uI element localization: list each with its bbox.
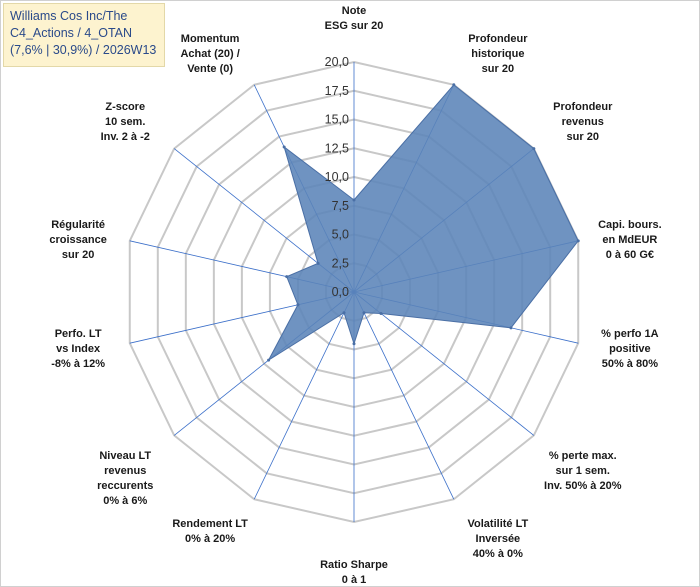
category-label-4-line-2: 50% à 80% bbox=[602, 358, 658, 370]
data-point-12 bbox=[316, 261, 320, 265]
category-label-2-line-1: revenus bbox=[562, 116, 604, 128]
category-label-5-line-2: Inv. 50% à 20% bbox=[544, 480, 622, 492]
category-label-0: Note ESG sur 20 bbox=[325, 5, 384, 32]
category-label-13: Momentum Achat (20) / Vente (0) bbox=[180, 33, 239, 75]
title-line-3: (7,6% | 30,9%) / 2026W13 bbox=[10, 43, 157, 57]
chart-title-box: Williams Cos Inc/The C4_Actions / 4_OTAN… bbox=[3, 3, 165, 67]
category-label-6-line-1: Inversée bbox=[476, 533, 521, 545]
category-label-6-line-2: 40% à 0% bbox=[473, 548, 523, 560]
category-label-1-line-1: historique bbox=[471, 48, 524, 60]
category-label-10: Perfo. LT vs Index -8% à 12% bbox=[51, 328, 105, 370]
category-label-5-line-0: % perte max. bbox=[549, 450, 617, 462]
data-point-5 bbox=[379, 312, 383, 316]
tick-label-5: 12,5 bbox=[325, 141, 349, 155]
category-label-7-line-0: Ratio Sharpe bbox=[320, 559, 388, 571]
category-label-6: Volatilité LT Inversée 40% à 0% bbox=[468, 518, 529, 560]
category-label-9-line-3: 0% à 6% bbox=[103, 495, 147, 507]
category-label-11-line-0: Régularité bbox=[51, 219, 105, 231]
category-label-8: Rendement LT 0% à 20% bbox=[172, 518, 248, 545]
data-point-3 bbox=[576, 239, 580, 243]
spoke-5 bbox=[353, 291, 535, 436]
category-label-12-line-1: 10 sem. bbox=[105, 116, 145, 128]
tick-label-6: 15,0 bbox=[325, 113, 349, 127]
category-label-3-line-2: 0 à 60 G€ bbox=[606, 249, 654, 261]
tick-label-1: 2,5 bbox=[332, 256, 349, 270]
category-label-7-line-1: 0 à 1 bbox=[342, 574, 366, 586]
category-label-7: Ratio Sharpe 0 à 1 bbox=[320, 559, 388, 586]
category-label-5: % perte max. sur 1 sem. Inv. 50% à 20% bbox=[544, 450, 622, 492]
tick-label-7: 17,5 bbox=[325, 84, 349, 98]
data-point-11 bbox=[285, 275, 289, 279]
data-point-0 bbox=[352, 198, 356, 202]
data-series-area bbox=[267, 84, 579, 362]
category-label-13-line-1: Achat (20) / bbox=[180, 48, 239, 60]
category-label-9: Niveau LT revenus reccurents 0% à 6% bbox=[97, 450, 153, 507]
data-point-8 bbox=[342, 311, 346, 315]
category-label-13-line-2: Vente (0) bbox=[187, 63, 233, 75]
data-point-2 bbox=[532, 147, 536, 151]
spoke-6 bbox=[353, 291, 455, 500]
category-label-12-line-0: Z-score bbox=[105, 101, 145, 113]
data-point-7 bbox=[352, 342, 356, 346]
category-label-9-line-0: Niveau LT bbox=[99, 450, 151, 462]
tick-label-2: 5,0 bbox=[332, 228, 349, 242]
category-label-10-line-1: vs Index bbox=[56, 343, 101, 355]
category-label-4-line-0: % perfo 1A bbox=[601, 328, 659, 340]
category-label-2-line-2: sur 20 bbox=[567, 131, 599, 143]
data-point-13 bbox=[282, 145, 286, 149]
category-label-2-line-0: Profondeur bbox=[553, 101, 613, 113]
category-label-4-line-1: positive bbox=[609, 343, 651, 355]
category-label-12-line-2: Inv. 2 à -2 bbox=[101, 131, 150, 143]
category-label-10-line-2: -8% à 12% bbox=[51, 358, 105, 370]
category-label-3: Capi. bours. en MdEUR 0 à 60 G€ bbox=[598, 219, 662, 261]
category-label-3-line-1: en MdEUR bbox=[602, 234, 657, 246]
category-label-11: Régularité croissance sur 20 bbox=[49, 219, 106, 261]
data-point-9 bbox=[267, 358, 271, 362]
data-point-10 bbox=[296, 303, 300, 307]
data-point-1 bbox=[452, 83, 456, 87]
category-label-9-line-1: revenus bbox=[104, 465, 146, 477]
category-label-5-line-1: sur 1 sem. bbox=[556, 465, 610, 477]
spoke-8 bbox=[253, 291, 355, 500]
tick-label-3: 7,5 bbox=[332, 199, 349, 213]
title-line-2: C4_Actions / 4_OTAN bbox=[10, 26, 133, 40]
category-label-8-line-1: 0% à 20% bbox=[185, 533, 235, 545]
category-label-1-line-0: Profondeur bbox=[468, 33, 528, 45]
category-label-13-line-0: Momentum bbox=[181, 33, 240, 45]
category-label-12: Z-score 10 sem. Inv. 2 à -2 bbox=[101, 101, 150, 143]
category-label-3-line-0: Capi. bours. bbox=[598, 219, 662, 231]
category-label-8-line-0: Rendement LT bbox=[172, 518, 248, 530]
category-label-1: Profondeur historique sur 20 bbox=[468, 33, 528, 75]
tick-label-0: 0,0 bbox=[332, 285, 349, 299]
tick-label-8: 20,0 bbox=[325, 55, 349, 69]
category-label-0-line-0: Note bbox=[342, 5, 366, 17]
data-point-4 bbox=[509, 326, 513, 330]
category-label-11-line-2: sur 20 bbox=[62, 249, 94, 261]
category-label-11-line-1: croissance bbox=[49, 234, 106, 246]
category-label-0-line-1: ESG sur 20 bbox=[325, 20, 384, 32]
category-label-4: % perfo 1A positive 50% à 80% bbox=[601, 328, 659, 370]
category-label-10-line-0: Perfo. LT bbox=[55, 328, 102, 340]
tick-label-4: 10,0 bbox=[325, 170, 349, 184]
category-label-1-line-2: sur 20 bbox=[482, 63, 514, 75]
category-label-2: Profondeur revenus sur 20 bbox=[553, 101, 613, 143]
category-label-6-line-0: Volatilité LT bbox=[468, 518, 529, 530]
category-label-9-line-2: reccurents bbox=[97, 480, 153, 492]
title-line-1: Williams Cos Inc/The bbox=[10, 9, 128, 23]
data-point-6 bbox=[362, 311, 366, 315]
